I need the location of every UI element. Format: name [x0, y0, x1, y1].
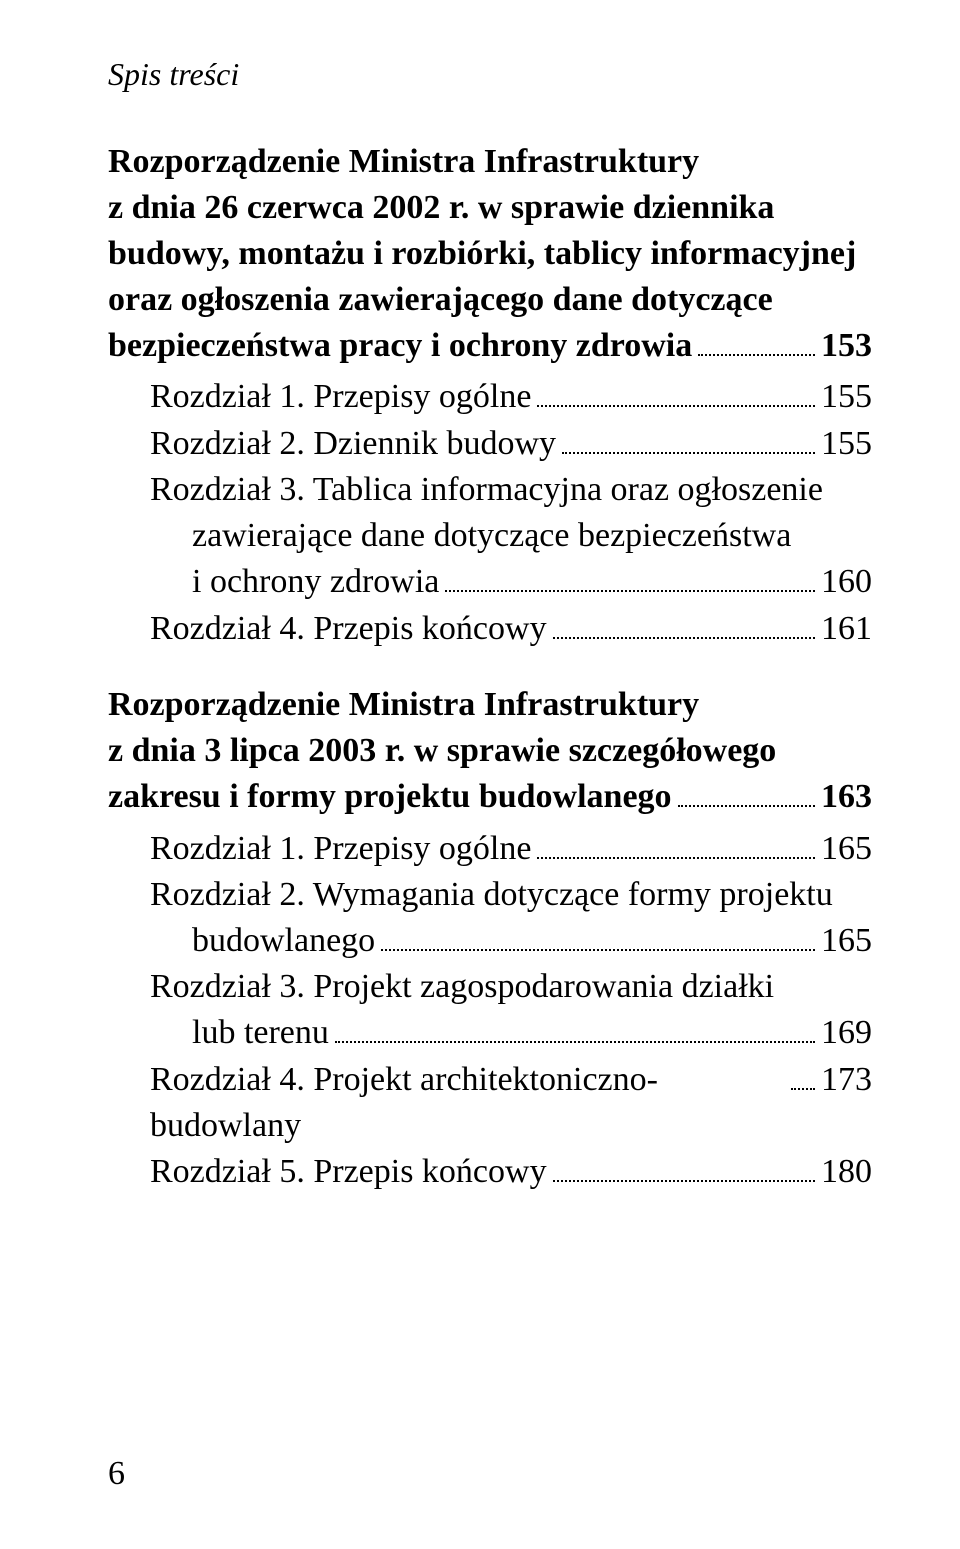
entry-page: 169: [821, 1010, 872, 1056]
toc-entry: Rozdział 1. Przepisy ogólne 155: [150, 374, 872, 420]
entry-last-line: i ochrony zdrowia: [192, 559, 439, 605]
entry-label: Rozdział 2. Dziennik budowy: [150, 421, 556, 467]
dot-leader: [445, 562, 815, 593]
entry-label: Rozdział 1. Przepisy ogólne: [150, 374, 531, 420]
dot-leader: [381, 920, 815, 951]
dot-leader: [791, 1059, 815, 1090]
entry-pre-line: Rozdział 2. Wymagania dotyczące formy pr…: [150, 872, 872, 918]
entry-label: Rozdział 4. Przepis końcowy: [150, 606, 547, 652]
toc-entry: Rozdział 4. Przepis końcowy 161: [150, 606, 872, 652]
entry-label: Rozdział 5. Przepis końcowy: [150, 1149, 547, 1195]
toc-entry: Rozdział 4. Projekt architektoniczno-bud…: [150, 1057, 872, 1149]
entry-page: 160: [821, 559, 872, 605]
section-title-2: Rozporządzenie Ministra Infrastruktury z…: [108, 682, 872, 820]
toc-entry-multiline: Rozdział 3. Projekt zagospodarowania dzi…: [150, 964, 872, 1056]
title-line: budowy, montażu i rozbiórki, tablicy inf…: [108, 231, 872, 277]
dot-leader: [678, 776, 815, 807]
entry-pre-line: Rozdział 3. Tablica informacyjna oraz og…: [150, 467, 872, 513]
toc-entry: Rozdział 2. Dziennik budowy 155: [150, 421, 872, 467]
title-line: z dnia 3 lipca 2003 r. w sprawie szczegó…: [108, 728, 872, 774]
title-page-ref: 153: [821, 323, 872, 369]
section-title-1: Rozporządzenie Ministra Infrastruktury z…: [108, 139, 872, 368]
entry-label: Rozdział 1. Przepisy ogólne: [150, 826, 531, 872]
title-page-ref: 163: [821, 774, 872, 820]
entry-page: 165: [821, 918, 872, 964]
entry-last-row: i ochrony zdrowia 160: [150, 559, 872, 605]
dot-leader: [537, 828, 815, 859]
title-last-line: bezpieczeństwa pracy i ochrony zdrowia: [108, 323, 692, 369]
dot-leader: [553, 1151, 815, 1182]
entry-last-row: budowlanego 165: [150, 918, 872, 964]
dot-leader: [698, 325, 815, 356]
toc-entry: Rozdział 1. Przepisy ogólne 165: [150, 826, 872, 872]
entry-page: 155: [821, 374, 872, 420]
entry-page: 173: [821, 1057, 872, 1103]
title-line: z dnia 26 czerwca 2002 r. w sprawie dzie…: [108, 185, 872, 231]
entry-page: 155: [821, 421, 872, 467]
entry-page: 180: [821, 1149, 872, 1195]
entry-pre-line: zawierające dane dotyczące bezpieczeństw…: [150, 513, 872, 559]
title-last-row: zakresu i formy projektu budowlanego 163: [108, 774, 872, 820]
page-number: 6: [108, 1455, 125, 1493]
title-line: oraz ogłoszenia zawierającego dane dotyc…: [108, 277, 872, 323]
entry-last-line: lub terenu: [192, 1010, 329, 1056]
entry-page: 161: [821, 606, 872, 652]
entry-last-line: budowlanego: [192, 918, 375, 964]
title-last-line: zakresu i formy projektu budowlanego: [108, 774, 672, 820]
toc-entry: Rozdział 5. Przepis końcowy 180: [150, 1149, 872, 1195]
dot-leader: [537, 377, 815, 408]
entry-last-row: lub terenu 169: [150, 1010, 872, 1056]
title-line: Rozporządzenie Ministra Infrastruktury: [108, 139, 872, 185]
toc-entry-multiline: Rozdział 2. Wymagania dotyczące formy pr…: [150, 872, 872, 964]
dot-leader: [562, 423, 815, 454]
dot-leader: [553, 608, 815, 639]
toc-entry-multiline: Rozdział 3. Tablica informacyjna oraz og…: [150, 467, 872, 606]
title-line: Rozporządzenie Ministra Infrastruktury: [108, 682, 872, 728]
entry-page: 165: [821, 826, 872, 872]
toc-block-2: Rozdział 1. Przepisy ogólne 165 Rozdział…: [108, 826, 872, 1196]
dot-leader: [335, 1013, 815, 1044]
toc-block-1: Rozdział 1. Przepisy ogólne 155 Rozdział…: [108, 374, 872, 651]
running-head: Spis treści: [108, 56, 872, 93]
page: Spis treści Rozporządzenie Ministra Infr…: [0, 0, 960, 1549]
entry-pre-line: Rozdział 3. Projekt zagospodarowania dzi…: [150, 964, 872, 1010]
entry-label: Rozdział 4. Projekt architektoniczno-bud…: [150, 1057, 785, 1149]
title-last-row: bezpieczeństwa pracy i ochrony zdrowia 1…: [108, 323, 872, 369]
